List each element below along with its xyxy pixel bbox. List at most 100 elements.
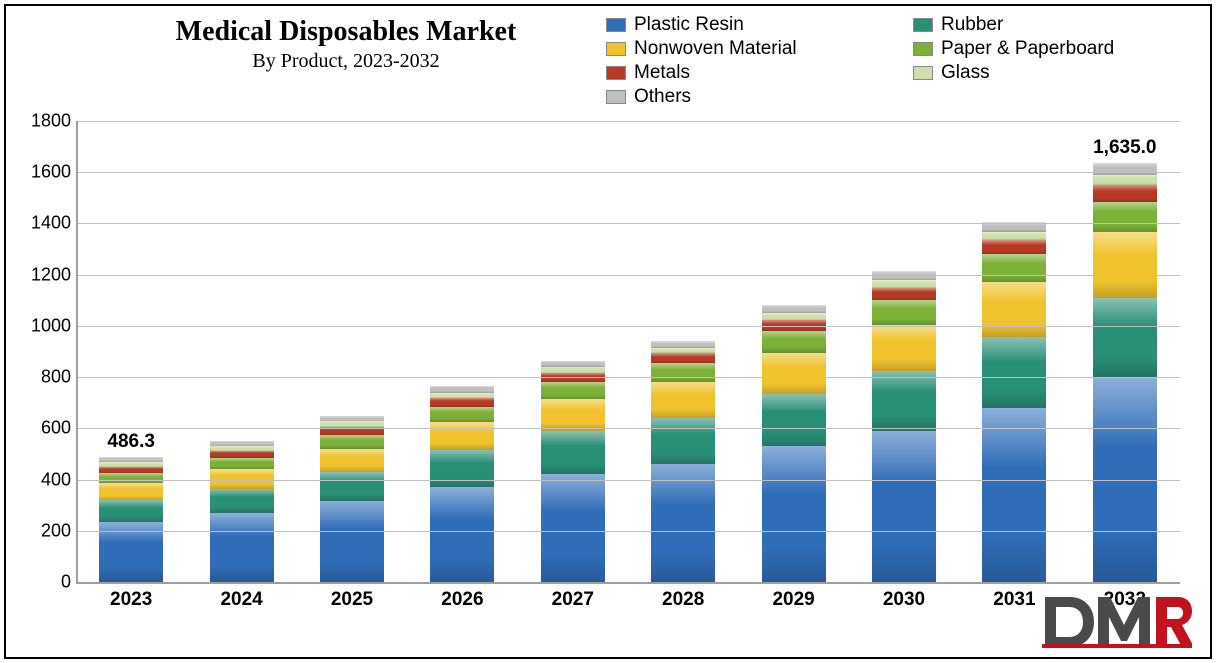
bar-segment <box>210 441 274 446</box>
bar-segment <box>210 513 274 582</box>
bar-segment <box>651 418 715 464</box>
bar-segment <box>1093 232 1157 297</box>
legend-label: Others <box>634 86 691 108</box>
bar-segment <box>99 457 163 462</box>
bar-segment <box>99 500 163 522</box>
bar-segment <box>430 386 494 392</box>
bar-segment <box>982 282 1046 337</box>
bar-segment <box>982 254 1046 282</box>
y-tick-label: 800 <box>41 367 71 388</box>
bar-segment <box>1093 298 1157 377</box>
bar-segment <box>430 407 494 422</box>
gridline <box>76 377 1180 378</box>
bar-segment <box>651 382 715 418</box>
bar-segment <box>762 331 826 353</box>
bar-slot <box>872 121 936 582</box>
bar-slot <box>541 121 605 582</box>
bar-segment <box>210 446 274 451</box>
chart-frame: Medical Disposables Market By Product, 2… <box>4 4 1212 659</box>
bar-segment <box>320 435 384 449</box>
bar-segment <box>210 458 274 470</box>
bar-segment <box>430 393 494 399</box>
x-tick-label: 2027 <box>552 589 594 611</box>
stacked-bar <box>872 271 936 582</box>
gridline <box>76 172 1180 173</box>
bar-slot <box>762 121 826 582</box>
bar-segment <box>99 462 163 467</box>
bar-segment <box>762 394 826 447</box>
legend-item: Paper & Paperboard <box>913 38 1196 60</box>
y-tick-label: 1200 <box>31 264 71 285</box>
legend-label: Rubber <box>941 14 1003 36</box>
gridline <box>76 480 1180 481</box>
bar-segment <box>651 341 715 347</box>
legend: Plastic ResinRubberNonwoven MaterialPape… <box>606 14 1196 108</box>
bar-segment <box>210 489 274 513</box>
bar-slot <box>430 121 494 582</box>
bar-segment <box>872 371 936 431</box>
stacked-bar <box>1093 163 1157 582</box>
legend-label: Paper & Paperboard <box>941 38 1114 60</box>
bar-slot <box>320 121 384 582</box>
y-tick-label: 1800 <box>31 111 71 132</box>
x-tick-label: 2031 <box>993 589 1035 611</box>
bar-segment <box>651 348 715 354</box>
bar-segment <box>541 361 605 367</box>
bar-segment <box>762 446 826 582</box>
bar-segment <box>651 353 715 363</box>
bar-slot <box>982 121 1046 582</box>
bar-segment <box>99 473 163 483</box>
x-axis-labels: 2023202420252026202720282029203020312032 <box>76 589 1180 617</box>
legend-item: Plastic Resin <box>606 14 889 36</box>
legend-item: Glass <box>913 62 1196 84</box>
y-tick-label: 200 <box>41 520 71 541</box>
bar-segment <box>872 288 936 301</box>
legend-swatch <box>606 90 626 104</box>
legend-item: Rubber <box>913 14 1196 36</box>
bar-segment <box>872 280 936 288</box>
bar-slot <box>99 121 163 582</box>
chart-title: Medical Disposables Market <box>106 16 586 48</box>
title-block: Medical Disposables Market By Product, 2… <box>106 16 586 73</box>
bar-segment <box>982 240 1046 254</box>
x-axis-line <box>76 582 1180 584</box>
y-tick-label: 1600 <box>31 162 71 183</box>
bar-segment <box>430 398 494 406</box>
bar-segment <box>541 382 605 399</box>
legend-swatch <box>913 18 933 32</box>
bar-slot <box>651 121 715 582</box>
logo <box>1042 593 1192 651</box>
gridline <box>76 223 1180 224</box>
bar-segment <box>320 421 384 427</box>
bar-segment <box>210 451 274 458</box>
legend-label: Glass <box>941 62 990 84</box>
bar-segment <box>320 416 384 422</box>
bar-segment <box>99 467 163 473</box>
gridline <box>76 428 1180 429</box>
x-tick-label: 2025 <box>331 589 373 611</box>
y-tick-label: 0 <box>61 572 71 593</box>
plot-area: 020040060080010001200140016001800 486.31… <box>76 121 1180 582</box>
x-tick-label: 2030 <box>883 589 925 611</box>
x-tick-label: 2024 <box>220 589 262 611</box>
bar-segment <box>320 449 384 472</box>
bar-segment <box>430 450 494 487</box>
bar-segment <box>762 353 826 394</box>
bar-segment <box>320 501 384 582</box>
bar-segment <box>651 363 715 382</box>
bar-segment <box>541 399 605 431</box>
gridline <box>76 275 1180 276</box>
gridline <box>76 326 1180 327</box>
legend-swatch <box>913 66 933 80</box>
gridline <box>76 121 1180 122</box>
bar-segment <box>1093 175 1157 185</box>
legend-swatch <box>606 66 626 80</box>
stacked-bar <box>210 441 274 582</box>
bar-segment <box>541 474 605 582</box>
bar-segment <box>872 300 936 324</box>
data-label: 486.3 <box>107 431 155 453</box>
bar-slot <box>1093 121 1157 582</box>
bar-segment <box>651 464 715 582</box>
y-tick-label: 600 <box>41 418 71 439</box>
bar-segment <box>982 408 1046 582</box>
